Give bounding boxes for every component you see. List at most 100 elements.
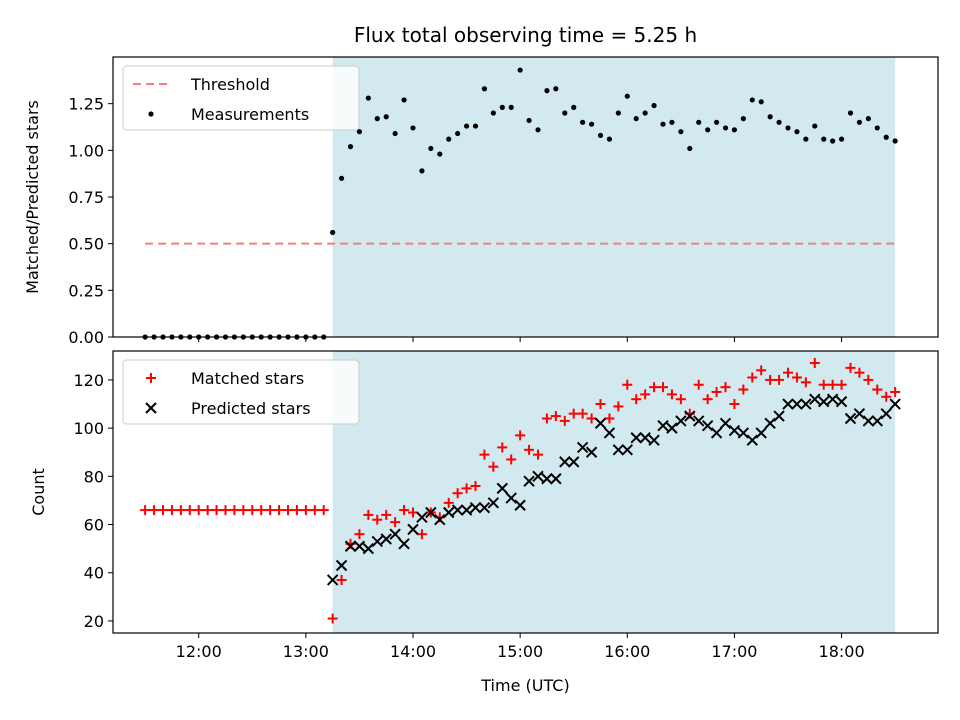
x-axis-label: Time (UTC) bbox=[480, 676, 569, 695]
predicted-star-point bbox=[353, 540, 366, 552]
measurement-point bbox=[803, 136, 809, 142]
measurement-point bbox=[588, 121, 595, 127]
predicted-star-point bbox=[398, 538, 410, 550]
legend-matched-swatch bbox=[146, 373, 156, 383]
matched-star-point bbox=[568, 408, 579, 419]
measurement-point bbox=[597, 132, 604, 138]
measurement-point bbox=[731, 127, 738, 133]
predicted-star-point bbox=[514, 499, 526, 511]
predicted-star-point bbox=[568, 456, 580, 468]
measurement-point bbox=[830, 138, 836, 144]
measurement-point bbox=[660, 121, 666, 127]
measurement-point bbox=[722, 125, 729, 131]
predicted-star-point bbox=[648, 434, 660, 446]
matched-star-point bbox=[622, 379, 633, 390]
measurement-point bbox=[678, 129, 684, 135]
predicted-star-point bbox=[880, 407, 892, 420]
predicted-star-point bbox=[621, 444, 633, 456]
measurement-point bbox=[481, 86, 488, 92]
matched-star-point bbox=[836, 379, 847, 390]
measurement-point bbox=[463, 123, 470, 129]
matched-star-point bbox=[488, 461, 499, 472]
matched-star-point bbox=[595, 399, 606, 410]
predicted-star-point bbox=[871, 415, 883, 427]
measurement-point bbox=[446, 136, 452, 142]
y-tick-label: 1.00 bbox=[68, 141, 104, 160]
measurement-point bbox=[419, 168, 425, 174]
predicted-star-point bbox=[532, 470, 544, 483]
measurement-point bbox=[669, 119, 675, 125]
predicted-star-point bbox=[746, 434, 758, 446]
legend-box bbox=[122, 359, 360, 425]
predicted-star-point bbox=[523, 475, 535, 487]
predicted-star-point bbox=[541, 473, 553, 485]
measurement-point bbox=[865, 116, 871, 122]
predicted-star-point bbox=[773, 410, 785, 422]
matched-star-point bbox=[854, 367, 865, 378]
matched-star-point bbox=[845, 362, 856, 373]
x-tick-label: 17:00 bbox=[711, 642, 757, 661]
matched-star-point bbox=[550, 411, 561, 422]
matched-star-point bbox=[416, 529, 427, 540]
matched-star-point bbox=[586, 413, 597, 424]
predicted-star-point bbox=[666, 422, 678, 434]
measurement-point bbox=[338, 175, 345, 181]
y-tick-label: 100 bbox=[73, 419, 104, 438]
observing-window-band bbox=[332, 351, 896, 633]
matched-star-point bbox=[443, 497, 454, 508]
predicted-star-point bbox=[675, 415, 687, 427]
measurement-point bbox=[401, 97, 407, 103]
predicted-star-point bbox=[550, 473, 562, 485]
matched-star-point bbox=[559, 415, 570, 426]
matched-star-point bbox=[506, 454, 517, 465]
measurement-point bbox=[553, 86, 559, 92]
matched-star-point bbox=[827, 379, 838, 390]
matched-star-point bbox=[640, 389, 651, 400]
matched-star-point bbox=[613, 401, 624, 412]
measurement-point bbox=[365, 95, 371, 101]
predicted-star-point bbox=[362, 542, 375, 555]
matched-star-point bbox=[158, 505, 168, 516]
matched-star-point bbox=[265, 505, 276, 516]
matched-star-point bbox=[881, 391, 892, 402]
measurement-point bbox=[776, 119, 782, 125]
measurement-point bbox=[562, 110, 568, 116]
predicted-star-point bbox=[710, 427, 723, 439]
x-tick-label: 16:00 bbox=[604, 642, 650, 661]
predicted-star-point bbox=[496, 482, 508, 495]
predicted-star-point bbox=[505, 492, 517, 504]
measurement-point bbox=[383, 114, 389, 120]
predicted-star-point bbox=[389, 528, 401, 540]
plot-frame bbox=[112, 350, 939, 634]
measurement-point bbox=[892, 138, 898, 144]
matched-star-point bbox=[408, 507, 418, 518]
measurement-point bbox=[428, 145, 434, 152]
predicted-star-point bbox=[719, 417, 732, 430]
legend-box bbox=[122, 65, 360, 131]
predicted-star-point bbox=[693, 415, 705, 427]
matched-star-point bbox=[318, 505, 329, 516]
predicted-star-point bbox=[487, 497, 500, 509]
matched-star-point bbox=[720, 382, 731, 393]
matched-star-point bbox=[693, 379, 704, 390]
measurement-point bbox=[767, 114, 773, 120]
matched-star-point bbox=[229, 505, 240, 516]
predicted-star-point bbox=[371, 535, 383, 548]
y-tick-label: 20 bbox=[84, 612, 104, 631]
measurement-point bbox=[847, 110, 854, 116]
predicted-star-point bbox=[559, 456, 571, 468]
matched-star-point bbox=[372, 514, 383, 525]
matched-star-point bbox=[890, 386, 901, 397]
predicted-star-point bbox=[326, 574, 339, 586]
measurement-point bbox=[696, 119, 702, 125]
matched-star-point bbox=[738, 384, 749, 395]
matched-star-point bbox=[247, 505, 258, 516]
x-tick-label: 18:00 bbox=[819, 642, 865, 661]
predicted-star-point bbox=[826, 393, 839, 405]
y-tick-label: 0.25 bbox=[68, 281, 104, 300]
predicted-star-point bbox=[434, 514, 446, 526]
matched-star-point bbox=[675, 394, 686, 405]
matched-star-point bbox=[461, 483, 472, 494]
measurement-point bbox=[535, 127, 541, 133]
measurement-point bbox=[713, 119, 720, 125]
